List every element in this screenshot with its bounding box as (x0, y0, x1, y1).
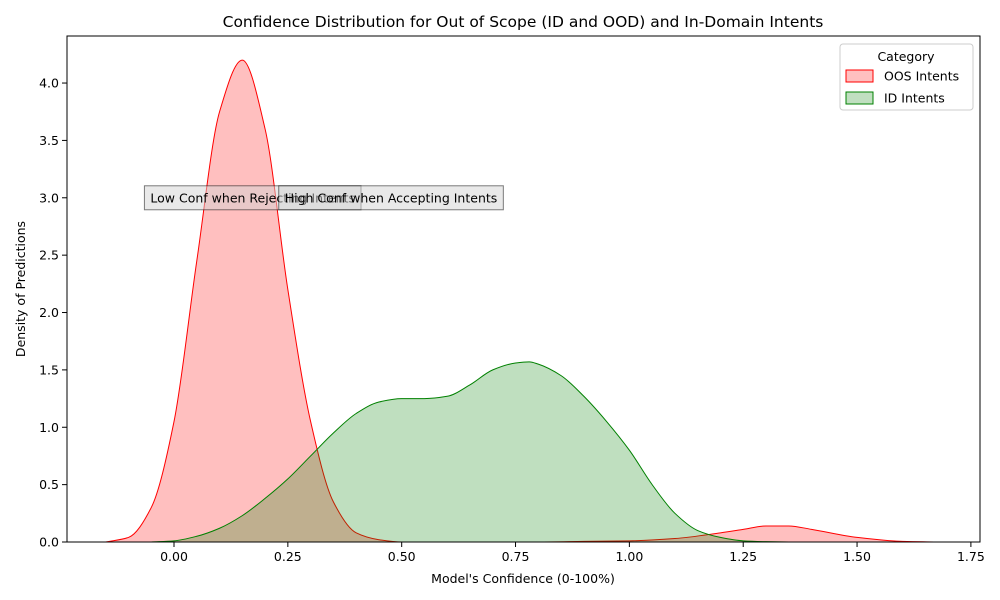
legend-label: ID Intents (884, 91, 945, 106)
y-tick-label: 0.5 (39, 477, 59, 492)
x-tick-label: 0.00 (160, 549, 188, 564)
annotation-box (278, 185, 504, 211)
x-tick-label: 1.00 (615, 549, 643, 564)
y-tick-label: 2.5 (39, 248, 59, 263)
series-layer (105, 59, 940, 543)
y-axis-label: Density of Predictions (13, 221, 28, 357)
legend-swatch (845, 91, 874, 105)
id-intents-density-fill (151, 361, 789, 542)
y-tick-label: 2.0 (39, 305, 59, 320)
id-intents-density-line (151, 361, 789, 543)
annotation-label: High Conf when Accepting Intents (285, 190, 498, 205)
y-tick-label: 0.0 (39, 535, 59, 550)
legend-swatch (845, 69, 874, 83)
x-axis: 0.00 0.25 0.50 0.75 1.00 1.25 1.50 1.75 (160, 542, 985, 564)
legend-label: OOS Intents (884, 69, 959, 84)
x-tick-label: 0.50 (388, 549, 416, 564)
y-tick-label: 4.0 (39, 76, 59, 91)
y-tick-label: 3.5 (39, 133, 59, 148)
x-tick-label: 0.25 (274, 549, 302, 564)
y-tick-label: 1.0 (39, 420, 59, 435)
y-tick-label: 1.5 (39, 362, 59, 377)
chart-title: Confidence Distribution for Out of Scope… (223, 13, 824, 31)
legend: Category OOS Intents ID Intents (839, 43, 974, 111)
x-axis-label: Model's Confidence (0-100%) (431, 571, 615, 586)
x-tick-label: 0.75 (502, 549, 530, 564)
x-tick-label: 1.50 (843, 549, 871, 564)
legend-title: Category (877, 49, 935, 64)
plot-frame (66, 35, 981, 543)
x-tick-label: 1.25 (729, 549, 757, 564)
y-axis: 0.0 0.5 1.0 1.5 2.0 2.5 3.0 3.5 4.0 (39, 76, 67, 550)
oos-intents-density-fill (105, 60, 940, 542)
x-tick-label: 1.75 (957, 549, 985, 564)
oos-intents-density-line (105, 59, 940, 543)
y-tick-label: 3.0 (39, 190, 59, 205)
